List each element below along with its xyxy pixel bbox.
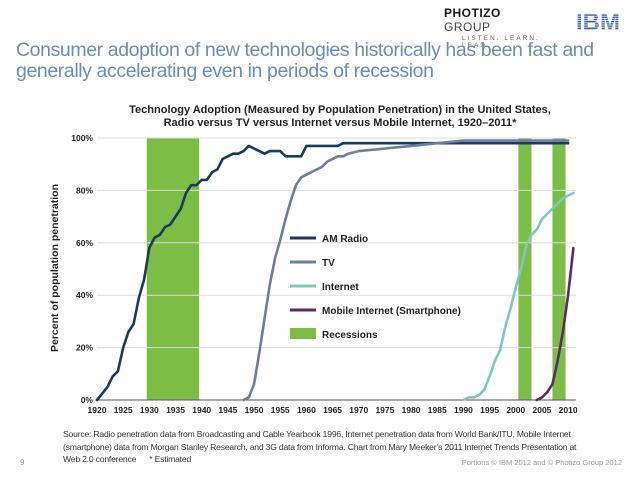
photizo-name: PHOTIZO GROUP — [444, 6, 544, 34]
x-tick-label: 1965 — [323, 405, 342, 415]
x-tick-label: 1980 — [402, 405, 421, 415]
copyright-text: Portions © IBM 2012 and © Photizo Group … — [461, 458, 622, 467]
x-tick-label: 1990 — [454, 405, 473, 415]
series-lines — [95, 139, 575, 402]
photizo-name-bold: PHOTIZO — [444, 6, 501, 20]
x-tick-label: 1985 — [428, 405, 447, 415]
x-tick-label: 1930 — [140, 405, 159, 415]
x-tick-label: 1955 — [271, 405, 290, 415]
photizo-name-group: GROUP — [444, 20, 491, 34]
photizo-logo: PHOTIZO GROUP LISTEN. LEARN. LEAD. — [444, 6, 544, 49]
series-line-tv — [242, 139, 570, 402]
ibm-logo: IBM — [576, 10, 620, 32]
series-line-am-radio — [95, 141, 570, 402]
slide-title-line2: generally accelerating even in periods o… — [16, 60, 434, 82]
series-line-internet — [462, 191, 575, 402]
y-tick-label: 20% — [76, 343, 93, 353]
slide-title-line1: Consumer adoption of new technologies hi… — [16, 39, 594, 61]
chart-title-line2: Radio versus TV versus Internet versus M… — [164, 117, 517, 129]
y-tick-label: 100% — [71, 133, 93, 143]
slide-title: Consumer adoption of new technologies hi… — [16, 40, 616, 82]
chart-title-line1: Technology Adoption (Measured by Populat… — [129, 104, 551, 116]
x-tick-label: 2005 — [533, 405, 552, 415]
x-tick-label: 1940 — [192, 405, 211, 415]
y-tick-labels: 0% 20% 40% 60% 80% 100% — [71, 133, 93, 405]
legend-label-mobile-internet-smartphone: Mobile Internet (Smartphone) — [322, 306, 461, 317]
recession-band-1 — [518, 138, 532, 400]
legend-label-am-radio: AM Radio — [322, 234, 368, 245]
x-tick-label: 1960 — [297, 405, 316, 415]
x-tick-label: 1945 — [218, 405, 237, 415]
legend-label-internet: Internet — [322, 282, 359, 293]
source-line3: Web 2.0 conference * Estimated — [63, 454, 192, 464]
x-tick-label: 2000 — [506, 405, 525, 415]
source-line1: Source: Radio penetration data from Broa… — [63, 429, 571, 439]
y-tick-label: 60% — [76, 238, 93, 248]
source-line2: (smartphone) data from Morgan Stanley Re… — [63, 441, 577, 452]
photizo-tagline: LISTEN. LEARN. LEAD. — [462, 35, 540, 49]
x-tick-labels: 1920 1925 1930 1935 1940 1945 1950 1955 1960 1965… — [88, 405, 578, 415]
x-tick-label: 1995 — [480, 405, 499, 415]
x-tick-label: 1970 — [349, 405, 368, 415]
y-tick-label: 40% — [76, 290, 93, 300]
ibm-logo-text: IBM — [576, 10, 620, 32]
legend-label-recessions: Recessions — [322, 330, 378, 341]
page-number: 9 — [20, 458, 25, 467]
x-tick-label: 2010 — [559, 405, 578, 415]
legend: AM Radio TV Internet Mobile Internet (Smart… — [290, 234, 461, 341]
recession-band-0 — [146, 138, 200, 400]
source-note: Source: Radio penetration data from Broa… — [63, 428, 603, 466]
y-tick-label: 80% — [76, 185, 93, 195]
x-tick-label: 1935 — [166, 405, 185, 415]
gridlines — [97, 137, 576, 401]
recession-bands — [146, 138, 566, 400]
x-tick-label: 1975 — [375, 405, 394, 415]
legend-swatch-recessions — [290, 328, 316, 339]
y-tick-label: 0% — [81, 395, 94, 405]
series-line-mobile-internet-smartphone — [535, 246, 575, 402]
y-axis-label: Percent of population penetration — [49, 184, 61, 352]
legend-label-tv: TV — [322, 258, 335, 269]
x-tick-label: 1925 — [114, 405, 133, 415]
x-tick-label: 1950 — [245, 405, 264, 415]
x-tick-label: 1920 — [88, 405, 107, 415]
